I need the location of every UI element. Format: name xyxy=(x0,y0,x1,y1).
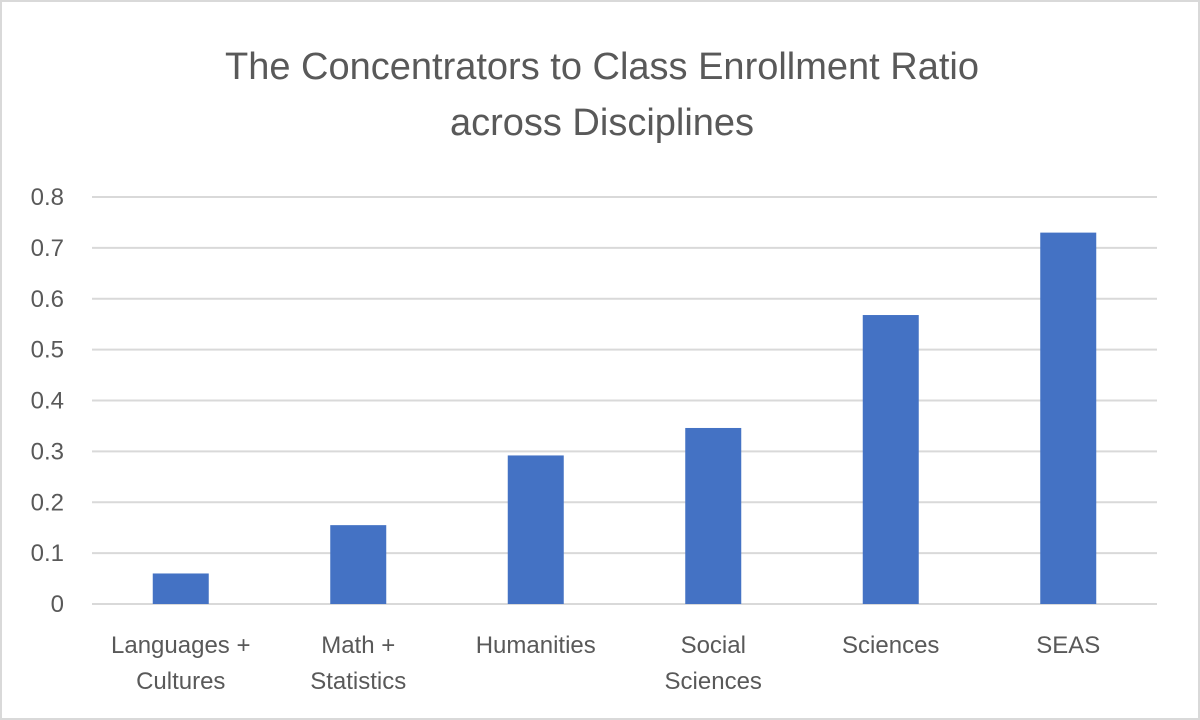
chart-title: The Concentrators to Class Enrollment Ra… xyxy=(225,46,979,144)
y-tick-label: 0.1 xyxy=(31,540,64,567)
y-tick-label: 0.3 xyxy=(31,438,64,465)
y-tick-label: 0.8 xyxy=(31,184,64,211)
chart-title-line-2: across Disciplines xyxy=(450,102,754,144)
x-category-label: Sciences xyxy=(842,632,939,659)
x-category-label: Languages + xyxy=(111,632,250,659)
x-category-label: Humanities xyxy=(476,632,596,659)
bar-0 xyxy=(152,573,209,604)
gridlines xyxy=(92,196,1157,605)
x-category-label: Sciences xyxy=(665,668,762,695)
x-axis-categories: Languages + Cultures Math + Statistics Human… xyxy=(111,632,1100,695)
y-tick-label: 0.6 xyxy=(31,286,64,313)
y-tick-label: 0.2 xyxy=(31,489,64,516)
y-axis-ticks: 0 0.1 0.2 0.3 0.4 0.5 0.6 0.7 0.8 xyxy=(31,184,64,618)
y-tick-label: 0.4 xyxy=(31,388,64,415)
x-category-label: Math + xyxy=(321,632,395,659)
x-category-label: SEAS xyxy=(1036,632,1100,659)
bar-1 xyxy=(330,525,387,604)
bar-5 xyxy=(1040,232,1097,605)
x-category-label: Cultures xyxy=(136,668,225,695)
chart-title-line-1: The Concentrators to Class Enrollment Ra… xyxy=(225,46,979,88)
bar-2 xyxy=(507,455,564,604)
y-tick-label: 0.7 xyxy=(31,235,64,262)
x-category-label: Statistics xyxy=(310,668,406,695)
y-tick-label: 0.5 xyxy=(31,337,64,364)
bar-3 xyxy=(685,427,742,604)
y-tick-label: 0 xyxy=(51,591,64,618)
bars xyxy=(152,232,1097,605)
bar-4 xyxy=(862,315,919,604)
x-category-label: Social xyxy=(681,632,746,659)
